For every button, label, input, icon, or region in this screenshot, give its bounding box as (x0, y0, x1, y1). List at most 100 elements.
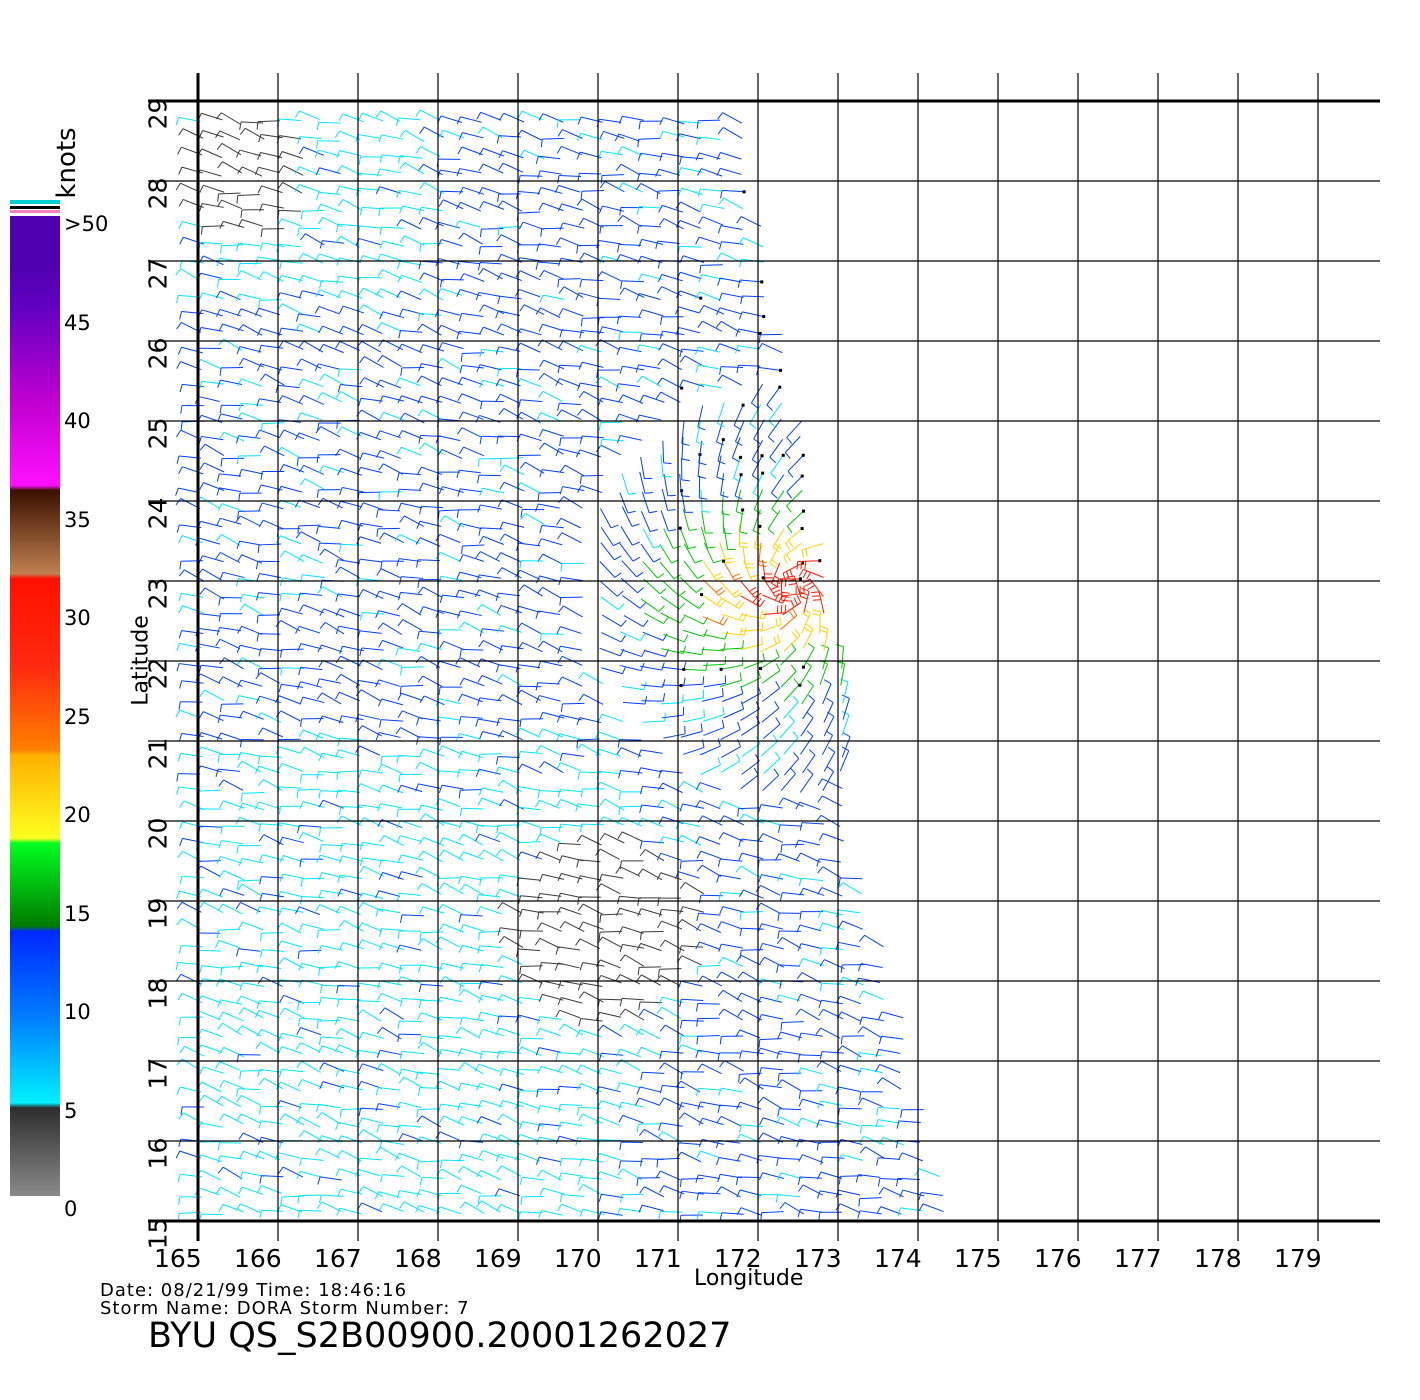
wind-barb (216, 473, 242, 482)
wind-barb (220, 244, 244, 254)
wind-barb (556, 762, 582, 772)
wind-barb (660, 694, 684, 705)
wind-barb (197, 1044, 223, 1053)
wind-barb (296, 1171, 322, 1180)
latitude-tick-label: 19 (143, 897, 173, 930)
wind-barb (478, 163, 504, 174)
wind-barb (719, 1035, 744, 1045)
wind-barb (600, 596, 625, 611)
wind-barb (759, 1117, 785, 1126)
wind-barb (375, 110, 401, 122)
wind-barb (475, 551, 501, 562)
wind-barb (398, 1076, 424, 1089)
wind-barb (876, 1157, 901, 1166)
wind-barb (478, 187, 504, 196)
wind-barb (379, 1007, 404, 1020)
wind-barb (859, 1146, 885, 1159)
wind-barb (400, 367, 424, 376)
wind-barb (837, 1107, 862, 1117)
wind-barb (655, 240, 680, 249)
wind-barb (319, 844, 344, 853)
wind-barb (398, 1068, 424, 1077)
wind-barb (875, 1119, 900, 1128)
wind-barb (596, 369, 620, 379)
wind-barb (439, 190, 464, 200)
wind-barb (458, 820, 484, 829)
wind-barb (175, 487, 200, 496)
wind-barb (357, 630, 382, 639)
wind-barb (499, 1068, 525, 1077)
wind-barb (438, 962, 464, 972)
wind-barb (798, 957, 824, 966)
wind-barb (475, 718, 500, 727)
wind-barb (198, 901, 224, 913)
wind-barb (197, 148, 223, 159)
wind-barb (419, 505, 444, 515)
wind-barb (259, 1105, 283, 1115)
wind-barb (539, 633, 564, 642)
wind-barb (295, 313, 321, 322)
wind-barb (579, 435, 605, 444)
wind-barb (180, 420, 205, 430)
wind-barb (358, 1107, 383, 1117)
wind-barb (439, 1115, 465, 1126)
wind-barb (751, 383, 764, 409)
wind-barb (776, 1157, 801, 1167)
wind-barb (737, 807, 761, 817)
wind-barb (599, 255, 625, 264)
wind-barb (617, 243, 641, 253)
wind-barb (197, 1028, 223, 1038)
wind-barb (476, 658, 502, 667)
wind-barb (298, 832, 324, 842)
wind-barb (660, 596, 685, 610)
rain-flag-marker (721, 559, 725, 563)
wind-barb (458, 232, 483, 245)
wind-barb (516, 211, 541, 222)
wind-barb (195, 673, 221, 684)
wind-barb (279, 994, 305, 1004)
wind-barb (220, 457, 245, 467)
wind-barb (198, 435, 224, 445)
wind-barb (538, 390, 563, 403)
wind-barb (297, 949, 322, 960)
wind-barb (499, 457, 524, 467)
wind-barb (601, 632, 627, 643)
wind-barb (339, 942, 365, 951)
wind-barb (717, 989, 743, 1003)
wind-barb (857, 1026, 882, 1039)
wind-barb (695, 364, 721, 373)
wind-barb (695, 836, 721, 845)
wind-barb (819, 982, 844, 992)
wind-barb (255, 1041, 281, 1054)
wind-barb (415, 109, 441, 121)
longitude-tick-label: 178 (1194, 1244, 1242, 1273)
wind-barb (218, 840, 244, 849)
wind-barb (439, 640, 465, 651)
wind-barb (596, 297, 621, 307)
wind-barb (619, 860, 644, 869)
wind-barb (398, 591, 423, 601)
wind-barb (498, 162, 524, 173)
wind-barb (297, 592, 323, 602)
wind-barb (277, 762, 303, 772)
wind-barb (733, 455, 743, 483)
wind-barb (377, 763, 403, 774)
longitude-tick-label: 179 (1274, 1244, 1322, 1273)
wind-barb (318, 1036, 343, 1045)
wind-barb (259, 1175, 284, 1184)
wind-barb (254, 765, 280, 774)
wind-barb (780, 843, 804, 853)
wind-barb (520, 1195, 544, 1205)
wind-barb (299, 746, 325, 759)
wind-barb (258, 648, 283, 657)
wind-barb (763, 717, 781, 740)
wind-barb (459, 186, 485, 195)
wind-barb (759, 956, 785, 968)
wind-barb (479, 487, 505, 496)
wind-barb (559, 921, 585, 932)
wind-barb (640, 543, 661, 563)
wind-barb (696, 1034, 720, 1045)
wind-barb (783, 731, 799, 755)
wind-barb (780, 664, 797, 688)
wind-barb (415, 146, 441, 158)
